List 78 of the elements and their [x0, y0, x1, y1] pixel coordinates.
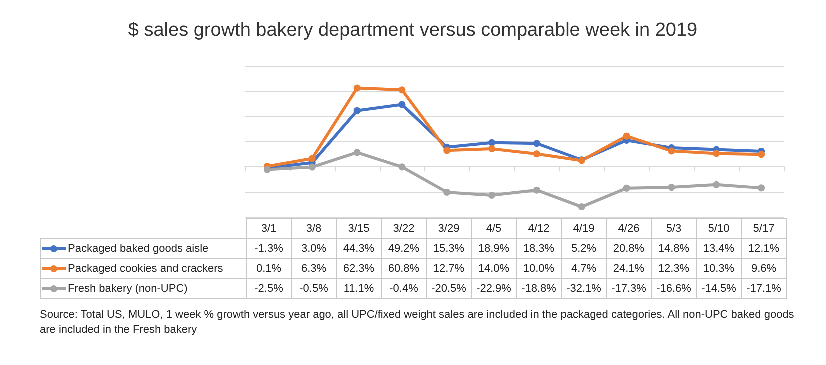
- point: [398, 101, 406, 108]
- data-label: 20.8%: [606, 238, 652, 258]
- data-label: 44.3%: [336, 238, 382, 258]
- point: [713, 181, 720, 188]
- point: [444, 147, 451, 154]
- point: [578, 204, 586, 211]
- x-tick-label: 4/12: [516, 218, 562, 238]
- data-label: -14.5%: [696, 278, 742, 298]
- x-tick-label: 3/29: [426, 218, 472, 238]
- data-label: 62.3%: [336, 258, 382, 278]
- data-label: 10.0%: [516, 258, 562, 278]
- point: [758, 184, 766, 192]
- point: [533, 150, 540, 158]
- point: [308, 155, 316, 162]
- data-label: 11.1%: [336, 278, 382, 298]
- data-label: -0.4%: [382, 278, 426, 298]
- point: [354, 149, 361, 156]
- x-tick-label: 5/17: [742, 218, 786, 238]
- legend-label: Fresh bakery (non-UPC): [68, 282, 188, 294]
- data-label: 12.7%: [426, 258, 472, 278]
- point: [668, 148, 676, 155]
- data-label: 14.0%: [472, 258, 516, 278]
- data-label: 24.1%: [606, 258, 652, 278]
- x-tick-label: 4/26: [606, 218, 652, 238]
- data-label: 5.2%: [562, 238, 606, 258]
- data-label: -32.1%: [562, 278, 606, 298]
- data-label: -0.5%: [292, 278, 336, 298]
- point: [444, 188, 451, 196]
- data-label: 49.2%: [382, 238, 426, 258]
- x-tick-label: 3/22: [382, 218, 426, 238]
- data-label: -2.5%: [246, 278, 292, 298]
- data-label: -17.1%: [742, 278, 786, 298]
- x-tick-label: 3/8: [292, 218, 336, 238]
- data-label: -1.3%: [246, 238, 292, 258]
- point: [713, 150, 720, 158]
- point: [758, 151, 766, 158]
- data-label: 4.7%: [562, 258, 606, 278]
- data-label: 12.3%: [652, 258, 696, 278]
- data-label: -20.5%: [426, 278, 472, 298]
- source-note: Source: Total US, MULO, 1 week % growth versus year ago, all UPC/fixed weight sales are included in the packaged categories. All non-UPC baked goods are included in the Fresh bakery: [40, 308, 796, 338]
- point: [488, 192, 496, 199]
- data-label: 14.8%: [652, 238, 696, 258]
- point: [398, 164, 406, 171]
- data-label: 15.3%: [426, 238, 472, 258]
- point: [668, 184, 676, 192]
- data-label: 12.1%: [742, 238, 786, 258]
- point: [308, 164, 316, 171]
- x-tick-label: 5/3: [652, 218, 696, 238]
- x-tick-label: 3/15: [336, 218, 382, 238]
- x-tick-label: 4/5: [472, 218, 516, 238]
- data-label: -22.9%: [472, 278, 516, 298]
- data-label: 18.9%: [472, 238, 516, 258]
- point: [354, 84, 361, 92]
- data-label: 10.3%: [696, 258, 742, 278]
- point: [488, 146, 496, 153]
- x-tick-label: 4/19: [562, 218, 606, 238]
- legend-label: Packaged cookies and crackers: [68, 262, 224, 274]
- data-label: 6.3%: [292, 258, 336, 278]
- data-label: 18.3%: [516, 238, 562, 258]
- data-label: 3.0%: [292, 238, 336, 258]
- point: [623, 184, 630, 192]
- point: [398, 86, 406, 94]
- data-label: 60.8%: [382, 258, 426, 278]
- x-tick-label: 5/10: [696, 218, 742, 238]
- point: [488, 139, 496, 146]
- data-label: -18.8%: [516, 278, 562, 298]
- point: [533, 186, 540, 194]
- chart-title: $ sales growth bakery department versus comparable week in 2019: [128, 20, 698, 41]
- x-tick-label: 3/1: [246, 218, 292, 238]
- point: [354, 107, 361, 114]
- legend-label: Packaged baked goods aisle: [68, 242, 209, 254]
- data-label: -17.3%: [606, 278, 652, 298]
- data-label: -16.6%: [652, 278, 696, 298]
- point: [533, 140, 540, 148]
- point: [623, 132, 630, 140]
- data-label: 9.6%: [742, 258, 786, 278]
- data-label: 13.4%: [696, 238, 742, 258]
- data-label: 0.1%: [246, 258, 292, 278]
